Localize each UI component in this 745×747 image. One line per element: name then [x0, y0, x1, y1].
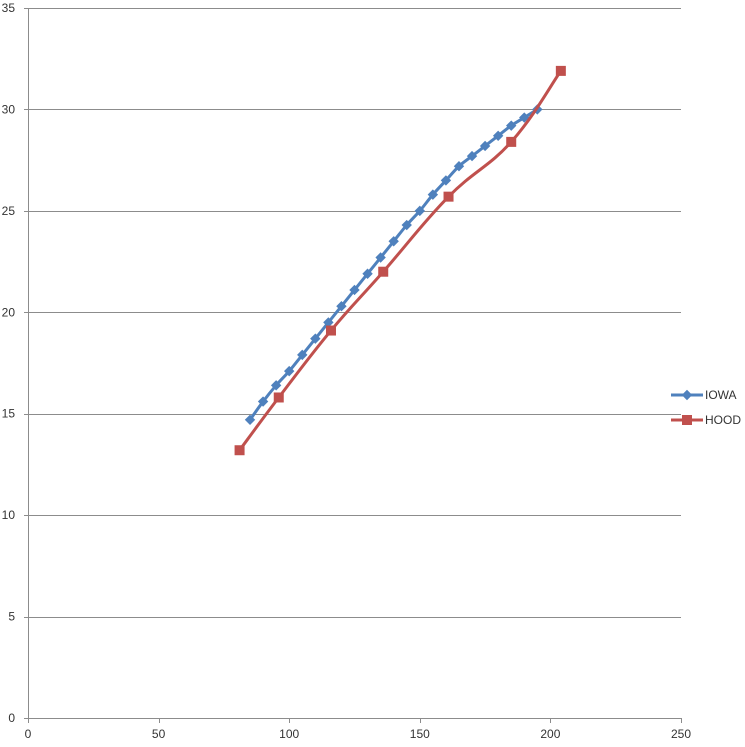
data-point-hood-3 [378, 266, 389, 277]
data-point-hood-6 [555, 65, 566, 76]
legend: IOWA HOOD [671, 388, 741, 427]
data-point-hood-0 [234, 445, 245, 456]
data-point-iowa-0 [244, 414, 256, 426]
legend-marker-hood [682, 415, 692, 425]
data-point-hood-5 [506, 136, 517, 147]
data-point-hood-1 [273, 392, 284, 403]
data-point-iowa-21 [519, 112, 530, 123]
data-point-iowa-5 [310, 333, 321, 344]
data-point-iowa-13 [414, 205, 426, 217]
legend-marker-iowa [681, 389, 693, 401]
series-line-iowa [248, 107, 539, 422]
x-tick-label-0: 0 [25, 727, 32, 741]
y-tick-label-2: 10 [2, 508, 16, 522]
data-point-iowa-10 [375, 252, 386, 263]
tick-labels: 0 5 10 15 20 25 30 35 0 50 100 150 200 250 [2, 1, 692, 741]
y-tick-label-1: 5 [8, 610, 15, 624]
x-tick-label-5: 250 [671, 727, 691, 741]
legend-label-hood: HOOD [705, 413, 741, 427]
data-point-iowa-12 [401, 219, 412, 231]
y-tick-label-3: 15 [2, 407, 16, 421]
x-tick-label-1: 50 [152, 727, 166, 741]
data-point-iowa-17 [466, 150, 478, 162]
data-point-iowa-15 [440, 175, 452, 186]
data-point-hood-2 [325, 325, 336, 336]
y-tick-label-7: 35 [2, 1, 16, 15]
data-point-iowa-4 [297, 349, 308, 361]
x-tick-label-3: 150 [410, 727, 430, 741]
y-tick-label-4: 20 [2, 305, 16, 319]
data-point-iowa-8 [349, 284, 360, 296]
series-group [234, 65, 566, 456]
data-point-iowa-19 [492, 130, 504, 142]
y-tick-label-5: 25 [2, 204, 16, 218]
legend-label-iowa: IOWA [705, 388, 737, 402]
y-tick-label-6: 30 [2, 102, 16, 116]
data-point-iowa-7 [336, 300, 347, 312]
x-tick-label-4: 200 [540, 727, 560, 741]
data-point-iowa-18 [479, 140, 491, 152]
y-tick-label-0: 0 [8, 711, 15, 725]
series-iowa [244, 104, 543, 426]
data-point-iowa-3 [283, 365, 295, 377]
legend-entry-hood: HOOD [671, 413, 741, 427]
data-point-iowa-16 [453, 161, 465, 172]
legend-entry-iowa: IOWA [671, 388, 737, 402]
data-point-iowa-9 [362, 268, 373, 279]
x-tick-label-2: 100 [279, 727, 299, 741]
axes [24, 8, 682, 723]
data-point-iowa-20 [506, 120, 517, 131]
data-point-hood-4 [443, 191, 454, 202]
grid-lines [28, 8, 681, 618]
data-point-iowa-14 [427, 189, 439, 200]
series-hood [234, 65, 566, 456]
data-point-iowa-11 [388, 236, 399, 247]
data-point-iowa-1 [257, 396, 269, 407]
data-point-iowa-2 [270, 380, 282, 391]
